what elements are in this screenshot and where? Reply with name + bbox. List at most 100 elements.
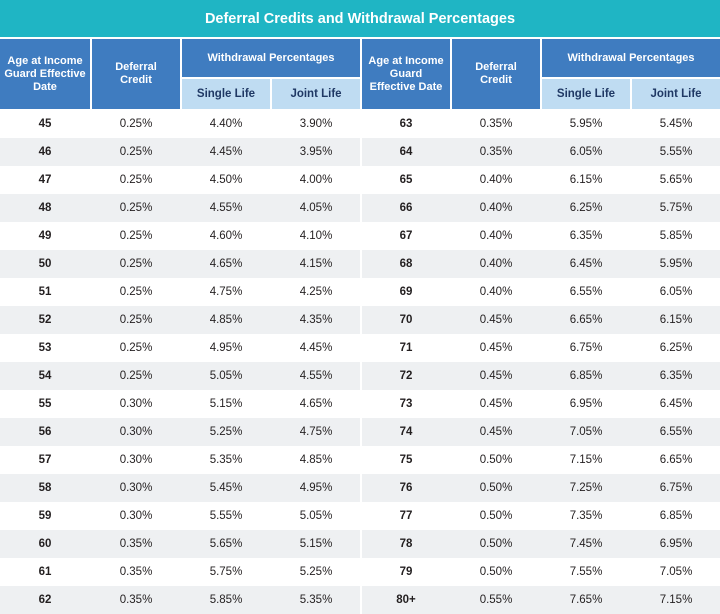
single-cell: 6.25%	[569, 202, 603, 214]
single-cell: 5.35%	[209, 454, 243, 466]
withdrawal-header: Withdrawal Percentages	[542, 39, 720, 77]
deferral-cell: 0.30%	[119, 426, 153, 438]
age-cell: 59	[38, 510, 52, 522]
deferral-cell: 0.25%	[119, 174, 153, 186]
joint-cell: 6.05%	[659, 286, 693, 298]
joint-cell: 5.15%	[299, 538, 333, 550]
joint-cell: 6.75%	[659, 482, 693, 494]
table-row: 70 0.45% 6.65% 6.15%	[362, 306, 720, 334]
joint-cell: 6.15%	[659, 314, 693, 326]
deferral-cell: 0.35%	[479, 118, 513, 130]
joint-cell: 3.95%	[299, 146, 333, 158]
age-cell: 79	[399, 566, 413, 578]
table-row: 48 0.25% 4.55% 4.05%	[0, 194, 360, 222]
age-cell: 60	[38, 538, 52, 550]
deferral-cell: 0.25%	[119, 342, 153, 354]
single-cell: 7.25%	[569, 482, 603, 494]
table-row: 64 0.35% 6.05% 5.55%	[362, 138, 720, 166]
joint-life-header: Joint Life	[272, 79, 360, 109]
age-cell: 61	[38, 566, 52, 578]
deferral-cell: 0.25%	[119, 258, 153, 270]
deferral-cell: 0.35%	[119, 538, 153, 550]
age-cell: 77	[399, 510, 413, 522]
deferral-cell: 0.25%	[119, 146, 153, 158]
age-cell: 55	[38, 398, 52, 410]
joint-cell: 6.35%	[659, 370, 693, 382]
joint-cell: 6.95%	[659, 538, 693, 550]
joint-cell: 5.25%	[299, 566, 333, 578]
age-cell: 57	[38, 454, 52, 466]
single-cell: 5.55%	[209, 510, 243, 522]
joint-cell: 4.15%	[299, 258, 333, 270]
table-row: 65 0.40% 6.15% 5.65%	[362, 166, 720, 194]
deferral-cell: 0.45%	[479, 370, 513, 382]
age-header: Age at Income Guard Effective Date	[362, 39, 450, 109]
joint-cell: 5.35%	[299, 594, 333, 606]
joint-cell: 5.45%	[659, 118, 693, 130]
table-row: 52 0.25% 4.85% 4.35%	[0, 306, 360, 334]
age-cell: 50	[38, 258, 52, 270]
single-cell: 7.15%	[569, 454, 603, 466]
table-row: 66 0.40% 6.25% 5.75%	[362, 194, 720, 222]
age-cell: 52	[38, 314, 52, 326]
age-cell: 68	[399, 258, 413, 270]
age-header: Age at Income Guard Effective Date	[0, 39, 90, 109]
single-cell: 7.45%	[569, 538, 603, 550]
single-cell: 4.50%	[209, 174, 243, 186]
table-row: 79 0.50% 7.55% 7.05%	[362, 558, 720, 586]
joint-cell: 7.05%	[659, 566, 693, 578]
table-row: 57 0.30% 5.35% 4.85%	[0, 446, 360, 474]
joint-cell: 4.55%	[299, 370, 333, 382]
deferral-cell: 0.25%	[119, 118, 153, 130]
table-row: 77 0.50% 7.35% 6.85%	[362, 502, 720, 530]
deferral-cell: 0.25%	[119, 370, 153, 382]
age-cell: 75	[399, 454, 413, 466]
table-row: 73 0.45% 6.95% 6.45%	[362, 390, 720, 418]
joint-cell: 6.65%	[659, 454, 693, 466]
deferral-cell: 0.40%	[479, 202, 513, 214]
age-cell: 80+	[396, 594, 416, 606]
joint-cell: 4.00%	[299, 174, 333, 186]
table-row: 59 0.30% 5.55% 5.05%	[0, 502, 360, 530]
single-cell: 4.75%	[209, 286, 243, 298]
single-cell: 7.55%	[569, 566, 603, 578]
table-row: 68 0.40% 6.45% 5.95%	[362, 250, 720, 278]
deferral-cell: 0.30%	[119, 398, 153, 410]
age-cell: 69	[399, 286, 413, 298]
single-cell: 4.60%	[209, 230, 243, 242]
joint-cell: 4.45%	[299, 342, 333, 354]
deferral-cell: 0.25%	[119, 202, 153, 214]
deferral-cell: 0.55%	[479, 594, 513, 606]
joint-cell: 3.90%	[299, 118, 333, 130]
joint-cell: 5.85%	[659, 230, 693, 242]
joint-cell: 6.45%	[659, 398, 693, 410]
table-row: 62 0.35% 5.85% 5.35%	[0, 586, 360, 614]
deferral-cell: 0.45%	[479, 314, 513, 326]
deferral-cell: 0.50%	[479, 510, 513, 522]
single-cell: 6.35%	[569, 230, 603, 242]
age-cell: 73	[399, 398, 413, 410]
age-cell: 71	[399, 342, 413, 354]
deferral-cell: 0.40%	[479, 174, 513, 186]
single-cell: 6.55%	[569, 286, 603, 298]
table-row: 75 0.50% 7.15% 6.65%	[362, 446, 720, 474]
deferral-cell: 0.25%	[119, 314, 153, 326]
single-cell: 5.15%	[209, 398, 243, 410]
withdrawal-header: Withdrawal Percentages	[182, 39, 360, 77]
single-cell: 6.85%	[569, 370, 603, 382]
joint-cell: 4.35%	[299, 314, 333, 326]
deferral-header: Deferral Credit	[92, 39, 180, 109]
age-cell: 72	[399, 370, 413, 382]
table-row: 61 0.35% 5.75% 5.25%	[0, 558, 360, 586]
age-cell: 45	[38, 118, 52, 130]
deferral-cell: 0.40%	[479, 258, 513, 270]
single-cell: 7.65%	[569, 594, 603, 606]
joint-cell: 6.25%	[659, 342, 693, 354]
table-row: 71 0.45% 6.75% 6.25%	[362, 334, 720, 362]
single-life-header: Single Life	[182, 79, 270, 109]
table-row: 74 0.45% 7.05% 6.55%	[362, 418, 720, 446]
table-row: 69 0.40% 6.55% 6.05%	[362, 278, 720, 306]
deferral-cell: 0.50%	[479, 538, 513, 550]
single-cell: 6.75%	[569, 342, 603, 354]
table-row: 72 0.45% 6.85% 6.35%	[362, 362, 720, 390]
